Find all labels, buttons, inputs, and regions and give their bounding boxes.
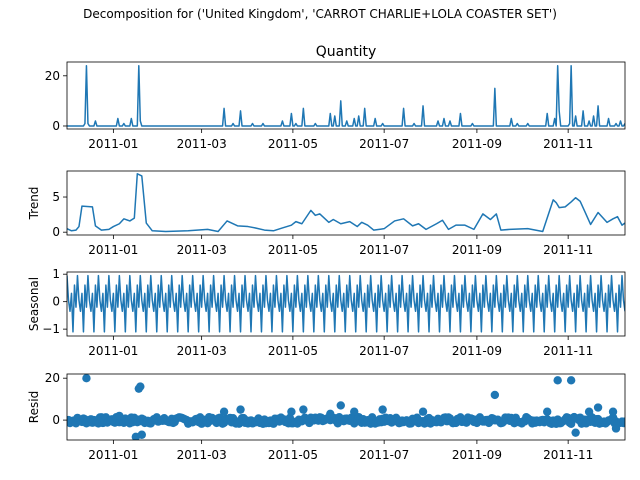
resid-point — [490, 390, 500, 400]
resid-point — [584, 407, 594, 416]
resid-point — [336, 401, 345, 410]
x-tick-label: 2011-09 — [452, 137, 502, 151]
resid-point — [571, 428, 580, 437]
seasonal-line — [67, 274, 625, 333]
x-tick-label: 2011-07 — [359, 344, 409, 358]
x-tick-label: 2011-01 — [88, 243, 138, 257]
y-tick-label: 0 — [52, 119, 60, 133]
y-tick-label: 0 — [52, 295, 60, 309]
x-tick-label: 2011-03 — [177, 243, 227, 257]
y-tick-label: 0 — [52, 225, 60, 239]
x-tick-label: 2011-11 — [543, 448, 593, 462]
x-tick-label: 2011-09 — [452, 448, 502, 462]
panel-title: Quantity — [316, 44, 377, 60]
x-tick-label: 2011-09 — [452, 243, 502, 257]
y-tick-label: 5 — [52, 190, 60, 204]
x-tick-label: 2011-09 — [452, 344, 502, 358]
x-tick-label: 2011-11 — [543, 243, 593, 257]
axes-frame — [66, 170, 626, 236]
y-tick-label: 20 — [45, 69, 60, 83]
panel-resid: Resid 0 20 2011-01 2011-03 2011-05 2011-07 2011… — [27, 371, 626, 462]
series-resid — [67, 374, 625, 440]
x-tick-label: 2011-03 — [177, 137, 227, 151]
y-tick-label: −1 — [42, 322, 60, 336]
x-tick-label: 2011-07 — [359, 448, 409, 462]
resid-point — [593, 403, 603, 412]
trend-line — [67, 173, 625, 233]
resid-point — [611, 424, 621, 433]
resid-point — [137, 430, 146, 439]
panel-observed: Quantity 0 20 2011-01 2011-03 2011-05 2011-07 2… — [45, 44, 626, 151]
y-tick-label: 20 — [45, 371, 60, 385]
resid-point — [418, 407, 428, 416]
resid-point — [553, 376, 562, 385]
resid-point — [219, 407, 229, 416]
panel-trend: Trend 0 5 2011-01 2011-03 2011-05 2011-07 2011-… — [27, 170, 626, 257]
series-seasonal — [67, 274, 625, 333]
resid-point — [326, 409, 335, 419]
y-tick-label: 0 — [52, 413, 60, 427]
x-tick-label: 2011-01 — [88, 137, 138, 151]
x-tick-label: 2011-05 — [268, 448, 318, 462]
y-axis-label: Trend — [27, 187, 41, 221]
x-tick-label: 2011-11 — [543, 344, 593, 358]
axes-frame — [66, 61, 626, 130]
resid-point — [299, 405, 308, 414]
resid-point — [608, 407, 618, 416]
resid-point — [566, 376, 576, 385]
x-tick-label: 2011-05 — [268, 243, 318, 257]
resid-point — [543, 407, 552, 416]
x-tick-label: 2011-03 — [177, 344, 227, 358]
resid-point — [350, 407, 359, 416]
x-tick-label: 2011-07 — [359, 137, 409, 151]
resid-point — [287, 407, 296, 416]
resid-point — [236, 405, 245, 414]
observed-line — [67, 65, 625, 127]
x-tick-label: 2011-05 — [268, 344, 318, 358]
figure-suptitle: Decomposition for ('United Kingdom', 'CA… — [83, 7, 557, 21]
y-tick-label: 1 — [52, 267, 60, 281]
x-tick-label: 2011-01 — [88, 448, 138, 462]
resid-point — [82, 374, 91, 383]
resid-point — [378, 405, 387, 414]
x-tick-label: 2011-11 — [543, 137, 593, 151]
axes-frame — [66, 271, 626, 337]
y-axis-label: Seasonal — [27, 277, 41, 331]
x-tick-label: 2011-07 — [359, 243, 409, 257]
axes-frame — [66, 373, 626, 441]
x-tick-label: 2011-05 — [268, 137, 318, 151]
resid-point — [620, 417, 625, 426]
x-tick-label: 2011-03 — [177, 448, 227, 462]
panel-seasonal: Seasonal −1 0 1 2011-01 2011-03 2011-05 2011-07… — [27, 267, 626, 358]
resid-point — [136, 382, 145, 391]
series-trend — [67, 173, 625, 233]
y-axis-label: Resid — [27, 391, 41, 423]
resid-point — [115, 411, 124, 421]
series-observed — [67, 65, 625, 127]
x-tick-label: 2011-01 — [88, 344, 138, 358]
